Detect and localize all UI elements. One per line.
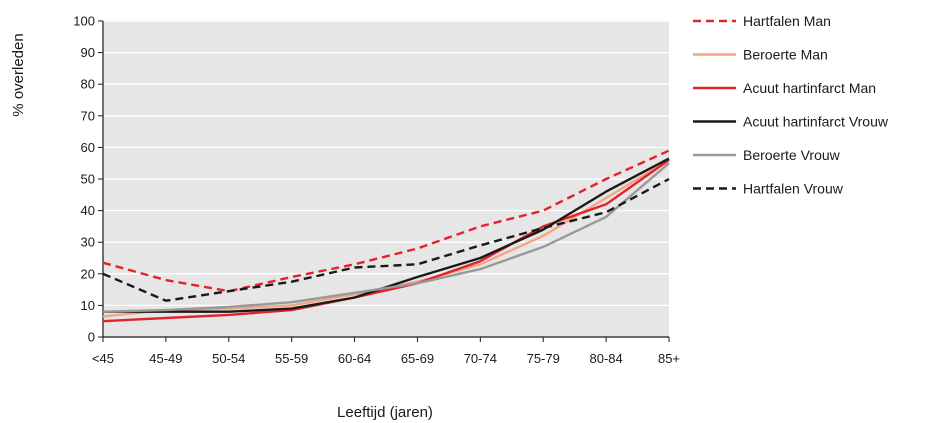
x-tick-label: 85+ [658, 351, 680, 366]
x-axis: <45 45-49 50-54 55-59 60-64 65-69 70-74 75-79 80… [92, 336, 680, 366]
x-tick-label: 60-64 [338, 351, 371, 366]
series-line-beroerte-vrouw [102, 162, 670, 313]
series-line-acuut-hartinfarct-man [102, 159, 670, 323]
x-tick-label: 70-74 [464, 351, 497, 366]
x-tick-label: 45-49 [149, 351, 182, 366]
x-tick-label: 55-59 [275, 351, 308, 366]
legend-label-beroerte-vrouw: Beroerte Vrouw [743, 147, 841, 163]
legend: Hartfalen Man Beroerte Man Acuut hartinfar… [693, 13, 889, 197]
x-tick-label: 65-69 [401, 351, 434, 366]
y-tick-label: 0 [88, 330, 95, 345]
y-tick-label: 70 [81, 108, 95, 123]
y-tick-label: 90 [81, 45, 95, 60]
y-tick-label: 80 [81, 77, 95, 92]
x-tick-label: <45 [92, 351, 114, 366]
x-tick-label: 80-84 [589, 351, 622, 366]
legend-label-beroerte-man: Beroerte Man [743, 47, 828, 63]
y-axis-title: % overleden [10, 33, 27, 116]
series-line-hartfalen-man [102, 149, 670, 293]
y-tick-label: 20 [81, 266, 95, 281]
y-tick-label: 10 [81, 298, 95, 313]
y-tick-label: 40 [81, 203, 95, 218]
y-tick-label: 100 [73, 14, 95, 29]
x-tick-label: 75-79 [527, 351, 560, 366]
legend-label-acuut-hartinfarct-vrouw: Acuut hartinfarct Vrouw [743, 114, 889, 130]
legend-label-hartfalen-man: Hartfalen Man [743, 13, 831, 29]
grid-lines [103, 20, 669, 307]
y-tick-label: 60 [81, 140, 95, 155]
y-axis: 0 10 20 30 40 50 60 70 80 90 100 [73, 14, 104, 345]
legend-label-acuut-hartinfarct-man: Acuut hartinfarct Man [743, 80, 876, 96]
x-axis-title: Leeftijd (jaren) [337, 404, 433, 421]
x-tick-label: 50-54 [212, 351, 245, 366]
series-line-hartfalen-vrouw [102, 177, 670, 302]
y-tick-label: 30 [81, 235, 95, 250]
y-tick-label: 50 [81, 172, 95, 187]
series-lines [102, 149, 670, 323]
legend-label-hartfalen-vrouw: Hartfalen Vrouw [743, 181, 844, 197]
